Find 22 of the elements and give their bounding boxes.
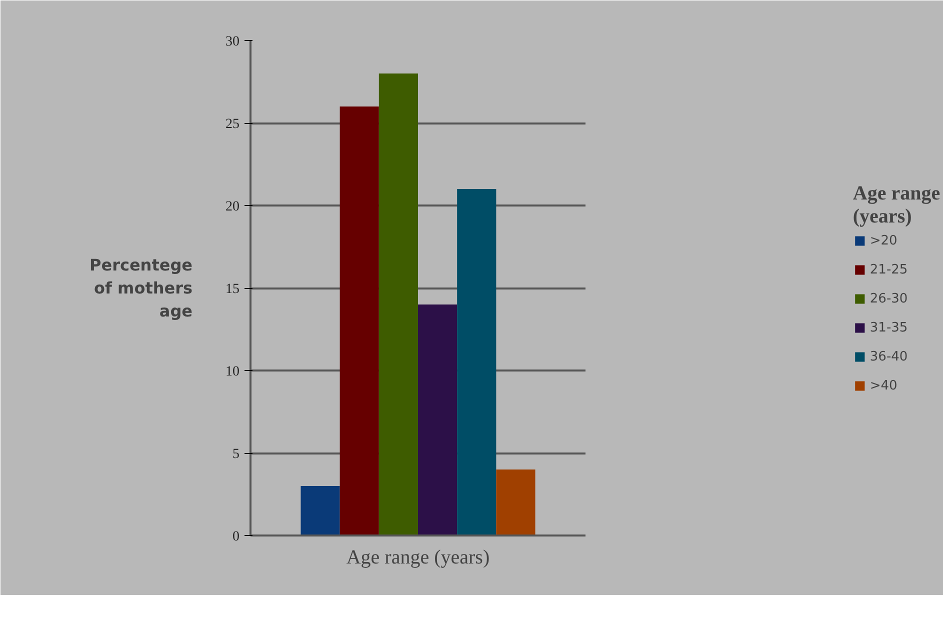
legend-title: Age range (years) bbox=[852, 182, 940, 228]
bar bbox=[457, 189, 496, 536]
y-tick-label: 0 bbox=[232, 530, 240, 544]
bar bbox=[418, 304, 458, 536]
legend-label: 26-30 bbox=[870, 291, 908, 306]
bar bbox=[378, 74, 418, 536]
legend-label: 21-25 bbox=[870, 262, 908, 277]
bar bbox=[300, 486, 340, 536]
y-tick-label: 25 bbox=[226, 117, 240, 132]
bar bbox=[496, 470, 536, 536]
legend-label: 36-40 bbox=[870, 349, 908, 364]
legend-label: 31-35 bbox=[870, 320, 908, 335]
legend-label: >20 bbox=[870, 233, 898, 248]
y-tick-label: 20 bbox=[226, 200, 240, 214]
x-axis-title: Age range (years) bbox=[346, 546, 490, 568]
bar bbox=[340, 106, 379, 536]
y-tick-label: 30 bbox=[226, 34, 240, 50]
y-tick-label: 5 bbox=[232, 447, 240, 462]
y-axis-title: Percentege of mothers age bbox=[90, 256, 193, 320]
legend-label: >40 bbox=[870, 378, 898, 393]
y-tick-label: 15 bbox=[226, 282, 240, 297]
y-tick-label: 10 bbox=[226, 364, 240, 380]
